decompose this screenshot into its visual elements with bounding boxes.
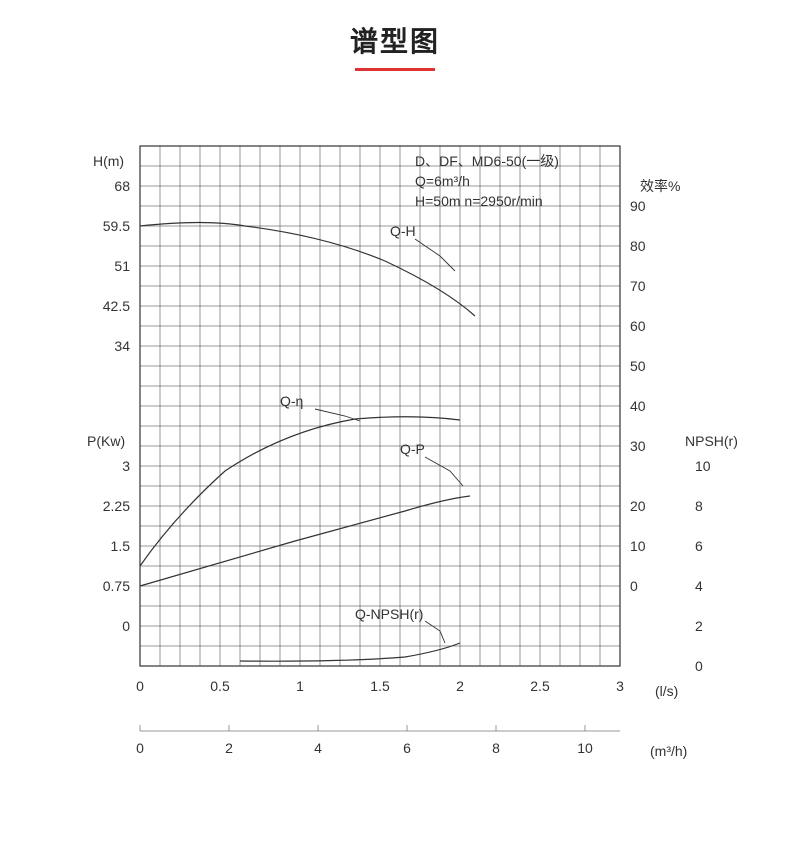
tick-label: 40 [630,398,646,414]
curve-qnpsh [240,643,460,661]
tick-label: 0 [136,740,144,756]
curve-label-qnpsh: Q-NPSH(r) [355,606,423,622]
curve-label-qp: Q-P [400,441,425,457]
curve-label-qh: Q-H [390,223,416,239]
tick-label: 59.5 [103,218,130,234]
curve-qh [140,223,475,317]
tick-label: 0 [136,678,144,694]
tick-label: 6 [403,740,411,756]
axis-label-eff: 效率% [640,178,680,194]
curve-qp [140,496,470,586]
tick-label: 10 [577,740,593,756]
tick-label: 0.75 [103,578,130,594]
tick-label: 1.5 [111,538,131,554]
chart-area: D、DF、MD6-50(一级) Q=6m³/h H=50m n=2950r/min H… [45,121,745,801]
axis-label-h: H(m) [93,153,124,169]
tick-label: 50 [630,358,646,374]
tick-label: 8 [492,740,500,756]
curve-label-qeta: Q-η [280,393,303,409]
axis-label-m3h: (m³/h) [650,743,687,759]
pump-curve-chart: D、DF、MD6-50(一级) Q=6m³/h H=50m n=2950r/min H… [45,121,745,801]
chart-info-line: D、DF、MD6-50(一级) [415,153,559,169]
tick-label: 2.25 [103,498,130,514]
axis-label-ls: (l/s) [655,683,678,699]
tick-label: 90 [630,198,646,214]
tick-label: 0 [630,578,638,594]
chart-info-line: H=50m n=2950r/min [415,193,543,209]
chart-info-line: Q=6m³/h [415,173,470,189]
leader-qp [425,457,463,486]
tick-label: 1.5 [370,678,390,694]
tick-label: 20 [630,498,646,514]
tick-label: 10 [630,538,646,554]
tick-label: 0.5 [210,678,230,694]
tick-label: 2 [456,678,464,694]
tick-label: 70 [630,278,646,294]
tick-label: 3 [122,458,130,474]
tick-label: 6 [695,538,703,554]
tick-label: 60 [630,318,646,334]
tick-label: 1 [296,678,304,694]
tick-label: 2 [695,618,703,634]
tick-label: 80 [630,238,646,254]
tick-label: 34 [114,338,130,354]
axis-label-p: P(Kw) [87,433,125,449]
tick-label: 0 [122,618,130,634]
tick-label: 42.5 [103,298,130,314]
tick-label: 51 [114,258,130,274]
page-container: 谱型图 D、DF、MD6-50(一级) Q=6m³/h H=50m n=2950r/… [0,0,790,857]
tick-label: 3 [616,678,624,694]
leader-qnpsh [425,621,445,643]
tick-label: 2 [225,740,233,756]
axis-label-npsh: NPSH(r) [685,433,738,449]
page-title: 谱型图 [0,0,790,60]
leader-qeta [315,409,360,421]
tick-label: 8 [695,498,703,514]
tick-label: 10 [695,458,711,474]
title-underline [355,68,435,71]
tick-label: 4 [695,578,703,594]
tick-label: 68 [114,178,130,194]
tick-label: 30 [630,438,646,454]
tick-label: 4 [314,740,322,756]
tick-label: 2.5 [530,678,550,694]
tick-label: 0 [695,658,703,674]
